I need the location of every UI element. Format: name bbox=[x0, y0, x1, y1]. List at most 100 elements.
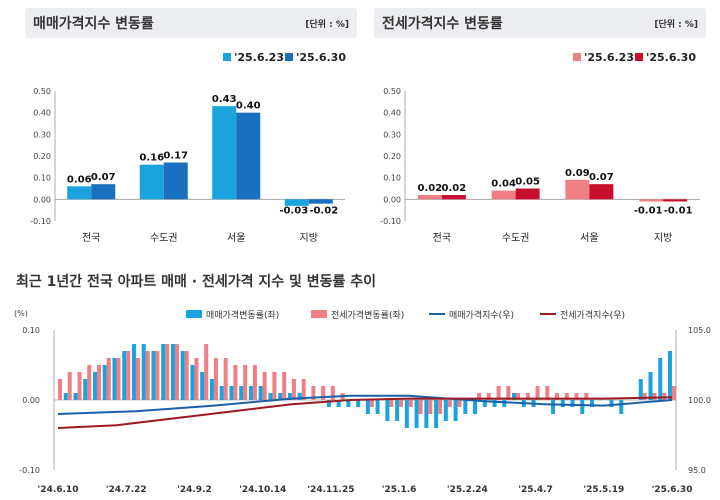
bar bbox=[564, 393, 569, 400]
x-tick-label: '24.9.2 bbox=[177, 485, 212, 495]
x-tick-label: '25.4.7 bbox=[518, 485, 553, 495]
y-tick-label: 0.20 bbox=[33, 152, 51, 161]
data-label: 0.02 bbox=[418, 183, 443, 194]
bar bbox=[473, 400, 478, 414]
legend-label: 전세가격변동률(좌) bbox=[331, 309, 404, 321]
data-label: 0.07 bbox=[91, 172, 116, 183]
sale-panel-unit: [단위 : %] bbox=[305, 20, 349, 30]
y-tick-label: 0.00 bbox=[33, 195, 51, 204]
y-right-tick-label: 105.0 bbox=[688, 326, 711, 335]
bar bbox=[545, 386, 550, 400]
bar bbox=[77, 372, 82, 400]
bar bbox=[492, 400, 497, 407]
bar bbox=[639, 199, 664, 202]
y-tick-label: 0.30 bbox=[383, 130, 401, 139]
bar bbox=[414, 400, 419, 428]
bar bbox=[619, 400, 624, 414]
bar bbox=[375, 400, 380, 414]
legend-label: 매매가격변동률(좌) bbox=[206, 309, 279, 321]
legend-label: '25.6.30 bbox=[646, 51, 696, 64]
bar bbox=[512, 393, 517, 400]
bar bbox=[663, 199, 688, 202]
sale-panel-title: 매매가격지수 변동률 bbox=[33, 16, 154, 32]
bar bbox=[204, 344, 209, 400]
bar bbox=[417, 195, 442, 200]
y-right-tick-label: 95.0 bbox=[688, 466, 706, 475]
bar bbox=[408, 400, 413, 407]
bar bbox=[477, 393, 482, 400]
y-tick-label: 0.10 bbox=[383, 174, 401, 183]
bar bbox=[301, 379, 306, 400]
legend-swatch bbox=[635, 53, 643, 61]
category-label: 서울 bbox=[580, 232, 598, 244]
bar bbox=[551, 400, 556, 414]
x-tick-label: '25.5.19 bbox=[583, 485, 624, 495]
legend-swatch bbox=[573, 53, 581, 61]
legend-label: 전세가격지수(우) bbox=[560, 309, 625, 321]
bar bbox=[67, 186, 92, 200]
x-tick-label: '25.6.30 bbox=[652, 485, 693, 495]
y-left-tick-label: -0.10 bbox=[19, 466, 40, 475]
data-label: 0.17 bbox=[163, 151, 188, 162]
bar bbox=[122, 351, 127, 400]
bar bbox=[184, 351, 189, 400]
bar bbox=[151, 351, 156, 400]
bar bbox=[180, 351, 185, 400]
x-tick-label: '25.2.24 bbox=[447, 485, 488, 495]
legend-swatch bbox=[186, 310, 202, 318]
bar bbox=[486, 393, 491, 400]
bar bbox=[642, 393, 647, 400]
bar bbox=[404, 400, 409, 428]
bar bbox=[389, 400, 394, 407]
bar bbox=[463, 400, 468, 414]
bar bbox=[102, 365, 107, 400]
jeonse-panel-header: 전세가격지수 변동률 [단위 : %] bbox=[374, 8, 706, 38]
bar bbox=[106, 358, 111, 400]
data-label: 0.09 bbox=[565, 168, 590, 179]
bar bbox=[555, 393, 560, 400]
data-label: 0.02 bbox=[442, 183, 467, 194]
bar bbox=[233, 365, 238, 400]
x-tick-label: '24.11.25 bbox=[307, 485, 354, 495]
data-label: 0.07 bbox=[589, 172, 614, 183]
legend-label: '25.6.23 bbox=[584, 51, 634, 64]
bar bbox=[91, 184, 116, 200]
sale-panel-header: 매매가격지수 변동률 [단위 : %] bbox=[25, 8, 357, 38]
data-label: -0.01 bbox=[634, 205, 663, 216]
bar bbox=[63, 393, 68, 400]
y-tick-label: 0.20 bbox=[383, 152, 401, 161]
y-left-axis-label: (%) bbox=[14, 309, 28, 318]
bar bbox=[92, 372, 97, 400]
x-tick-label: '24.6.10 bbox=[38, 485, 79, 495]
bar bbox=[590, 400, 595, 407]
bar bbox=[658, 358, 663, 400]
bar bbox=[248, 386, 253, 400]
legend-label: '25.6.30 bbox=[296, 51, 346, 64]
y-tick-label: 0.50 bbox=[383, 87, 401, 96]
bar bbox=[369, 400, 374, 407]
bar bbox=[672, 386, 676, 400]
x-tick-label: '24.10.14 bbox=[239, 485, 286, 495]
x-tick-label: '25.1.6 bbox=[382, 485, 417, 495]
legend-label: 매매가격지수(우) bbox=[449, 309, 514, 321]
data-label: 0.04 bbox=[491, 179, 516, 190]
bar bbox=[399, 400, 404, 407]
bar bbox=[365, 400, 370, 414]
bar bbox=[262, 372, 267, 400]
bar bbox=[668, 351, 672, 400]
y-tick-label: 0.40 bbox=[33, 109, 51, 118]
bar bbox=[87, 365, 92, 400]
legend-swatch bbox=[285, 53, 293, 61]
bar bbox=[212, 106, 237, 200]
bar bbox=[223, 358, 228, 400]
bar bbox=[126, 351, 131, 400]
bar bbox=[258, 386, 263, 400]
bar bbox=[570, 400, 575, 407]
bar bbox=[163, 162, 188, 200]
data-label: 0.05 bbox=[515, 177, 540, 188]
trend-chart-title: 최근 1년간 전국 아파트 매매 · 전세가격 지수 및 변동률 추이 bbox=[16, 274, 377, 290]
bar bbox=[252, 365, 257, 400]
bar bbox=[516, 393, 521, 400]
index-line bbox=[57, 394, 673, 415]
